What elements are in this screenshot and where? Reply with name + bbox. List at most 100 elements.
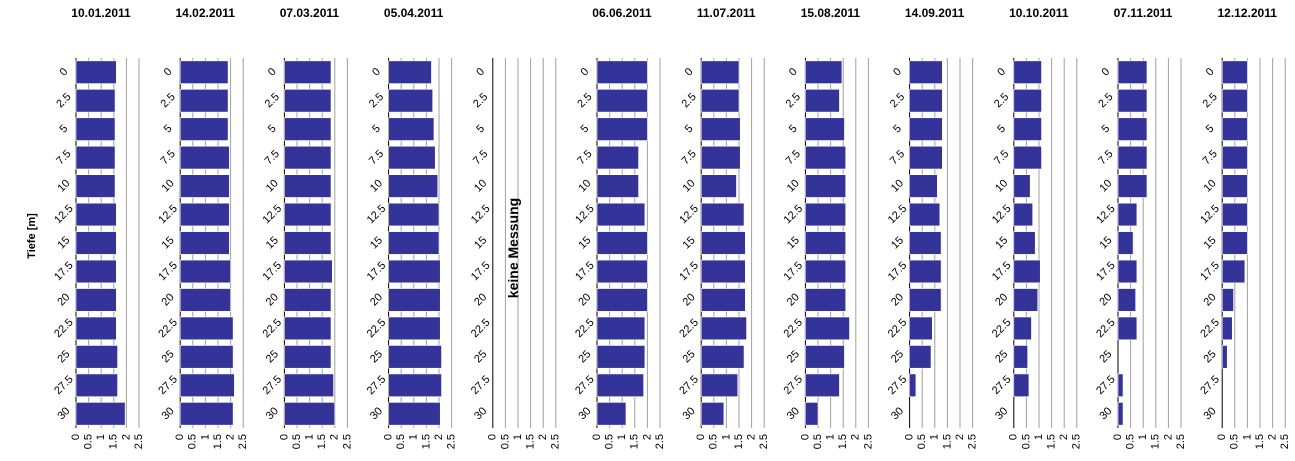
x-tick-label: 0 (1008, 434, 1020, 440)
depth-bar (1117, 316, 1138, 341)
depth-tick-label: 27.5 (156, 373, 180, 397)
depth-bar (909, 345, 932, 369)
depth-bar (805, 202, 847, 227)
depth-tick-label: 5 (1204, 123, 1217, 136)
depth-tick-label: 25 (785, 348, 802, 365)
depth-tick-label: 5 (891, 123, 904, 136)
depth-bar (75, 288, 117, 312)
x-tick-label: 1 (512, 434, 524, 440)
x-tick-label: 2 (329, 434, 341, 440)
depth-tick-label: 7.5 (54, 148, 73, 167)
x-tick-label: 2.5 (446, 434, 458, 449)
depth-tick-label: 30 (160, 405, 177, 422)
depth-bar (596, 316, 646, 341)
depth-bar (805, 259, 847, 284)
panel-1: 10.01.201102.557.51012.51517.52022.52527… (52, 6, 145, 449)
depth-bar (596, 345, 646, 369)
x-tick-label: 1 (720, 434, 732, 440)
depth-tick-label: 30 (472, 405, 489, 422)
depth-bar (909, 288, 942, 312)
depth-tick-label: 12.5 (261, 203, 285, 227)
depth-bar (179, 231, 230, 255)
x-tick-label: 2 (1162, 434, 1174, 440)
depth-bar (1013, 145, 1042, 170)
depth-tick-label: 27.5 (469, 373, 493, 397)
depth-tick-label: 10 (55, 177, 72, 194)
depth-bar (1221, 345, 1228, 369)
panel-title: 12.12.2011 (1217, 6, 1277, 20)
x-tick-label: 2 (954, 434, 966, 440)
depth-tick-label: 30 (264, 405, 281, 422)
depth-tick-label: 15 (993, 234, 1010, 251)
depth-tick-label: 25 (1202, 348, 1219, 365)
x-tick-label: 0.5 (1125, 434, 1137, 449)
depth-tick-label: 7.5 (1200, 148, 1219, 167)
depth-tick-label: 17.5 (573, 260, 597, 284)
depth-tick-label: 12.5 (990, 203, 1014, 227)
depth-bar (700, 259, 746, 284)
depth-tick-label: 22.5 (156, 317, 180, 341)
depth-bar (1117, 402, 1124, 426)
depth-bar (179, 174, 230, 198)
depth-tick-label: 15 (576, 234, 593, 251)
x-tick-label: 0 (70, 434, 82, 440)
depth-bar (1013, 174, 1031, 198)
x-tick-label: 2 (120, 434, 132, 440)
depth-bar (805, 117, 845, 141)
depth-bar (909, 373, 917, 397)
depth-tick-label: 7.5 (158, 148, 177, 167)
depth-tick-label: 27.5 (1198, 373, 1222, 397)
x-tick-label: 1.5 (316, 434, 328, 449)
depth-bar (805, 288, 847, 312)
depth-tick-label: 0 (474, 66, 487, 79)
depth-tick-label: 15 (264, 234, 281, 251)
depth-bar (909, 89, 943, 113)
depth-bar (1117, 60, 1148, 84)
depth-bar (805, 174, 847, 198)
x-tick-label: 2.5 (1071, 434, 1083, 449)
depth-tick-label: 12.5 (1198, 203, 1222, 227)
depth-bar (1013, 231, 1036, 255)
x-tick-label: 2.5 (550, 434, 562, 449)
depth-tick-label: 5 (162, 123, 175, 136)
x-tick-label: 0 (695, 434, 707, 440)
depth-tick-label: 27.5 (990, 373, 1014, 397)
depth-tick-label: 17.5 (886, 260, 910, 284)
depth-bar (388, 145, 436, 170)
panel-12: 12.12.201102.557.51012.51517.52022.52527… (1198, 6, 1291, 449)
depth-tick-label: 15 (889, 234, 906, 251)
depth-bar (1013, 345, 1028, 369)
depth-tick-label: 5 (1100, 123, 1113, 136)
x-tick-label: 0.5 (1229, 434, 1241, 449)
depth-tick-label: 0 (787, 66, 800, 79)
depth-bar (179, 288, 231, 312)
x-tick-label: 0.5 (187, 434, 199, 449)
depth-bar (179, 345, 234, 369)
x-tick-label: 1 (199, 434, 211, 440)
depth-bar (909, 117, 943, 141)
x-tick-label: 1.5 (629, 434, 641, 449)
depth-tick-label: 17.5 (1198, 260, 1222, 284)
depth-tick-label: 12.5 (782, 203, 806, 227)
depth-tick-label: 0 (266, 66, 279, 79)
depth-bar (179, 316, 234, 341)
x-tick-label: 0.5 (291, 434, 303, 449)
x-tick-label: 2 (433, 434, 445, 440)
x-tick-label: 2 (746, 434, 758, 440)
x-tick-label: 0.5 (604, 434, 616, 449)
x-tick-label: 0 (278, 434, 290, 440)
depth-bar (805, 89, 840, 113)
depth-tick-label: 22.5 (261, 317, 285, 341)
depth-tick-label: 25 (368, 348, 385, 365)
depth-bar (284, 373, 334, 397)
depth-bar (805, 373, 840, 397)
depth-tick-label: 27.5 (52, 373, 76, 397)
depth-tick-label: 30 (993, 405, 1010, 422)
depth-tick-label: 2.5 (784, 91, 803, 110)
depth-tick-label: 5 (266, 123, 279, 136)
x-tick-label: 0.5 (395, 434, 407, 449)
depth-tick-label: 30 (1202, 405, 1219, 422)
depth-tick-label: 30 (368, 405, 385, 422)
depth-tick-label: 12.5 (469, 203, 493, 227)
